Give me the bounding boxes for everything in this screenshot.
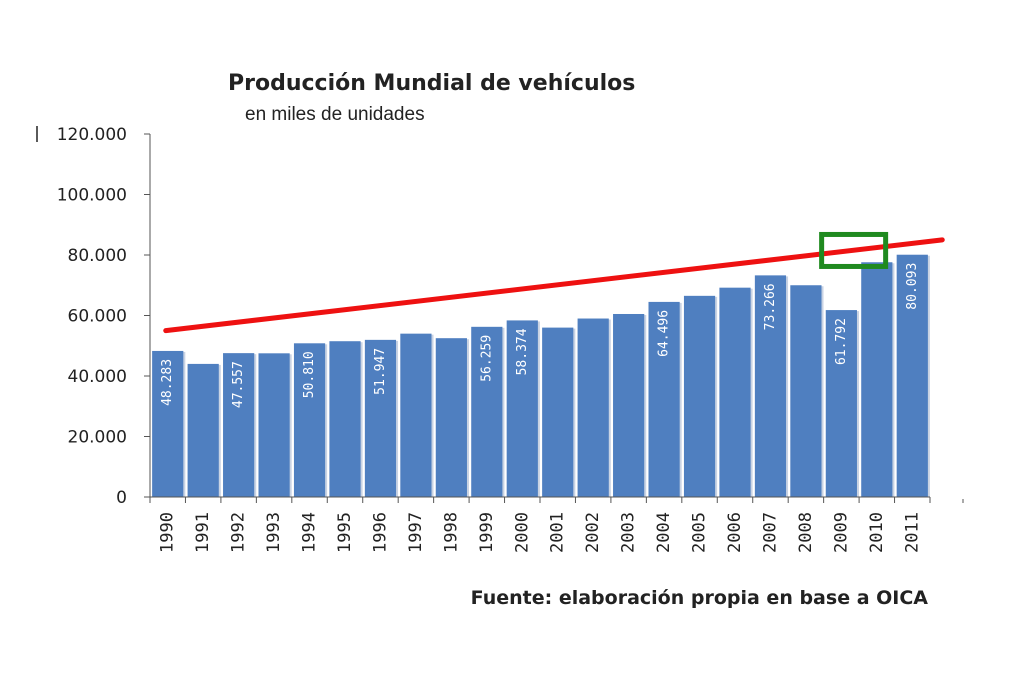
x-tick-label: 1998 (441, 512, 461, 553)
bar (754, 275, 787, 497)
bar (790, 285, 822, 497)
x-tick-label: 2010 (867, 512, 887, 553)
y-tick-label: 60.000 (68, 307, 127, 327)
x-tick-label: 2006 (725, 512, 745, 553)
bar (187, 363, 219, 497)
x-tick-label: 1991 (193, 512, 213, 553)
source-note: Fuente: elaboración propia en base a OIC… (471, 587, 929, 609)
bar (258, 353, 290, 497)
y-tick-label: 120.000 (57, 125, 127, 145)
y-axis: 0 20.000 40.000 60.000 80.000 100.000 120.000 (57, 125, 151, 508)
x-tick-label: 2011 (902, 512, 922, 553)
x-tick-label: 1993 (264, 512, 284, 553)
x-tick-label: 1992 (229, 512, 249, 553)
chart-subtitle: en miles de unidades (245, 104, 425, 125)
bar (293, 343, 326, 497)
bar (825, 310, 857, 497)
data-label: 50.810 (302, 351, 317, 398)
x-tick-label: 1996 (370, 512, 390, 553)
data-label: 56.259 (479, 335, 494, 382)
x-tick-label: 2000 (512, 512, 532, 553)
y-tick-label: 0 (116, 488, 127, 508)
bar (435, 338, 467, 497)
bar (577, 318, 609, 497)
bar (364, 339, 397, 497)
bar (896, 254, 928, 497)
bar (861, 262, 893, 497)
data-label: 51.947 (373, 348, 388, 395)
bar (542, 327, 574, 497)
highlight-box (819, 231, 889, 269)
data-label: 47.557 (231, 361, 246, 408)
x-tick-label: 1999 (477, 512, 497, 553)
data-label: 80.093 (905, 263, 920, 310)
x-tick-label: 1994 (300, 512, 320, 553)
bar (613, 313, 645, 497)
x-tick-label: 2007 (760, 512, 780, 553)
trend-line (163, 237, 945, 334)
bar (152, 350, 184, 497)
x-tick-label: 1990 (158, 512, 178, 553)
bar (683, 295, 716, 497)
x-tick-label: 1995 (335, 512, 355, 553)
x-tick-label: 2008 (796, 512, 816, 553)
data-label: 58.374 (515, 328, 530, 375)
chart-title: Producción Mundial de vehículos (228, 71, 635, 96)
data-labels: 48.283 47.557 50.810 51.947 56.259 58.374 64.4… (160, 263, 920, 408)
data-label: 48.283 (160, 359, 175, 406)
data-label: 64.496 (657, 310, 672, 357)
overlay (163, 231, 945, 334)
x-tick-label: 2002 (583, 512, 603, 553)
bars (152, 254, 930, 497)
x-tick-label: 2003 (619, 512, 639, 553)
x-tick-label: 2009 (831, 512, 851, 553)
y-tick-label: 40.000 (68, 367, 127, 387)
bar (329, 341, 361, 497)
x-tick-label: 2001 (548, 512, 568, 553)
y-tick-label: 100.000 (57, 186, 127, 206)
bar (648, 301, 680, 497)
bar (223, 353, 255, 497)
bar (719, 287, 751, 497)
data-label: 73.266 (763, 283, 778, 330)
data-label: 61.792 (834, 318, 849, 365)
x-tick-label: 1997 (406, 512, 426, 553)
x-tick-label: 2005 (690, 512, 710, 553)
x-axis: 1990 1991 1992 1993 1994 1995 1996 1997 1998 1999… (149, 496, 964, 553)
x-tick-label: 2004 (654, 512, 674, 553)
bar (400, 333, 432, 497)
bar (471, 326, 503, 497)
bar (506, 320, 538, 497)
y-tick-label: 80.000 (68, 246, 127, 266)
y-tick-label: 20.000 (68, 428, 127, 448)
